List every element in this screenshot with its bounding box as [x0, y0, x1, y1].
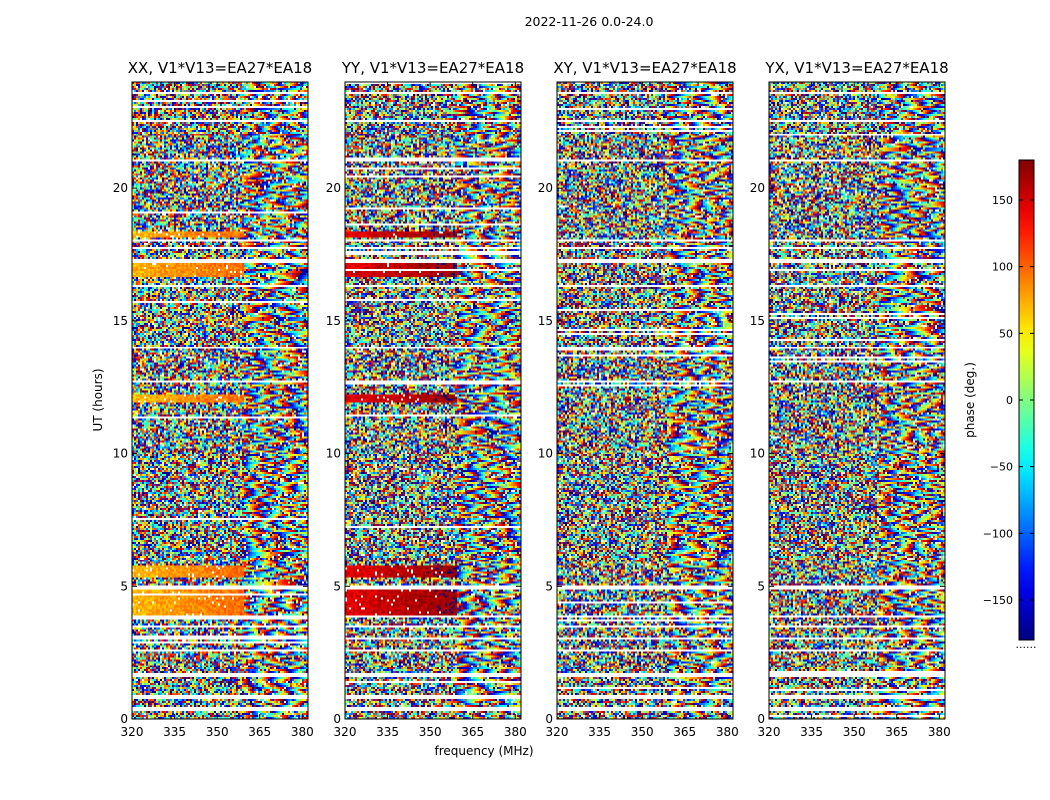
colorbar-tick-label: 150 — [992, 194, 1013, 207]
x-tick-label: 380 — [291, 725, 314, 739]
y-tick-label: 10 — [538, 447, 553, 461]
colorbar-tick-label: 0 — [1006, 394, 1013, 407]
colorbar-label: phase (deg.) — [963, 362, 977, 438]
y-tick-label: 5 — [120, 579, 128, 593]
colorbar-tick-label: −100 — [983, 527, 1013, 540]
x-tick-label: 350 — [206, 725, 229, 739]
y-tick-label: 15 — [538, 314, 553, 328]
y-tick-label: 10 — [113, 447, 128, 461]
x-tick-label: 380 — [504, 725, 527, 739]
x-tick-label: 335 — [588, 725, 611, 739]
panel-title: XY, V1*V13=EA27*EA18 — [553, 59, 736, 77]
y-tick-label: 0 — [757, 712, 765, 726]
y-tick-label: 5 — [757, 579, 765, 593]
y-tick-label: 20 — [113, 181, 128, 195]
panel-2: YY, V1*V13=EA27*EA18 320 335 350 365 380 0 5 10 1… — [326, 59, 527, 739]
x-tick-label: 380 — [716, 725, 739, 739]
x-tick-label: 365 — [461, 725, 484, 739]
x-tick-label: 350 — [631, 725, 654, 739]
panels-group: XX, V1*V13=EA27*EA18 320 335 350 365 380 0 5 10 1… — [113, 59, 951, 739]
panel-frame — [131, 81, 309, 720]
y-axis-label: UT (hours) — [91, 368, 105, 431]
y-tick-label: 15 — [326, 314, 341, 328]
panel-title: YY, V1*V13=EA27*EA18 — [341, 59, 524, 77]
x-tick-label: 365 — [673, 725, 696, 739]
panel-1: XX, V1*V13=EA27*EA18 320 335 350 365 380 0 5 10 1… — [113, 59, 314, 739]
panel-3: XY, V1*V13=EA27*EA18 320 335 350 365 380 0 5 10 1… — [538, 59, 739, 739]
y-tick-label: 20 — [326, 181, 341, 195]
colorbar-tick-label: −50 — [990, 461, 1013, 474]
y-tick-label: 0 — [120, 712, 128, 726]
x-tick-label: 320 — [546, 725, 569, 739]
x-tick-label: 335 — [376, 725, 399, 739]
y-tick-label: 0 — [545, 712, 553, 726]
panel-4: YX, V1*V13=EA27*EA18 320 335 350 365 380 0 5 10 1… — [750, 59, 951, 739]
y-tick-label: 15 — [113, 314, 128, 328]
colorbar-tick-label: 100 — [992, 261, 1013, 274]
y-tick-label: 5 — [545, 579, 553, 593]
phase-heatmap — [769, 82, 945, 719]
panel-frame — [556, 81, 734, 720]
phase-heatmap — [345, 82, 521, 719]
panel-frame — [768, 81, 946, 720]
y-tick-label: 15 — [750, 314, 765, 328]
x-tick-label: 350 — [419, 725, 442, 739]
x-tick-label: 365 — [248, 725, 271, 739]
x-axis-label: frequency (MHz) — [434, 744, 533, 758]
x-tick-label: 320 — [334, 725, 357, 739]
x-tick-label: 335 — [163, 725, 186, 739]
colorbar-tick-label: −150 — [983, 594, 1013, 607]
panel-title: YX, V1*V13=EA27*EA18 — [764, 59, 948, 77]
panel-title: XX, V1*V13=EA27*EA18 — [128, 59, 312, 77]
y-tick-label: 0 — [333, 712, 341, 726]
x-tick-label: 335 — [800, 725, 823, 739]
colorbar-tick-label: 50 — [999, 327, 1013, 340]
x-tick-label: 380 — [928, 725, 951, 739]
x-tick-label: 320 — [121, 725, 144, 739]
y-tick-label: 20 — [750, 181, 765, 195]
y-tick-label: 10 — [326, 447, 341, 461]
colorbar: 150 100 50 0 −50 −100 −150 — [983, 159, 1035, 641]
phase-heatmap — [557, 82, 733, 719]
figure-suptitle: 2022-11-26 0.0-24.0 — [525, 14, 654, 29]
x-tick-label: 350 — [843, 725, 866, 739]
colorbar-note: ...... — [1016, 638, 1037, 651]
x-tick-label: 320 — [758, 725, 781, 739]
x-tick-label: 365 — [885, 725, 908, 739]
phase-heatmap — [132, 82, 308, 719]
panel-frame — [344, 81, 522, 720]
y-tick-label: 5 — [333, 579, 341, 593]
y-tick-label: 20 — [538, 181, 553, 195]
y-tick-label: 10 — [750, 447, 765, 461]
